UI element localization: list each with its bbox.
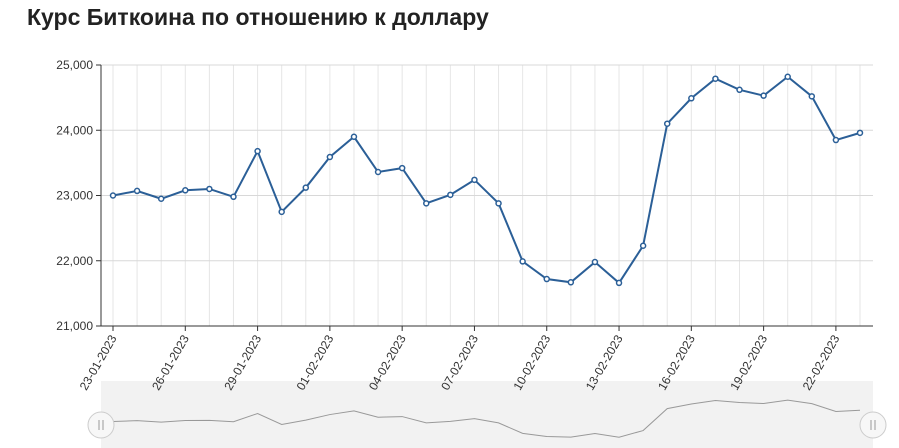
- point: [495, 200, 502, 207]
- point: [808, 93, 816, 100]
- point: [326, 153, 334, 161]
- point: [856, 129, 864, 137]
- point: [760, 92, 767, 99]
- point: [591, 258, 599, 266]
- point: [543, 275, 550, 283]
- point: [447, 191, 454, 199]
- y-tick-label: 21,000: [56, 319, 93, 333]
- point: [302, 184, 310, 191]
- point: [736, 86, 743, 94]
- point: [615, 279, 623, 287]
- navigator-line: [90, 399, 861, 438]
- point: [133, 187, 141, 195]
- point: [157, 195, 165, 203]
- point: [206, 185, 213, 193]
- navigator-background: [101, 381, 873, 448]
- point: [639, 242, 647, 249]
- point: [423, 200, 430, 207]
- point: [254, 147, 261, 155]
- y-tick-label: 25,000: [56, 58, 93, 72]
- y-tick-label: 22,000: [56, 254, 93, 268]
- navigator-handle[interactable]: [87, 411, 115, 439]
- point: [832, 136, 840, 144]
- point: [471, 176, 478, 184]
- point: [519, 258, 526, 265]
- line: [112, 75, 861, 285]
- point: [663, 120, 671, 127]
- point: [278, 208, 285, 216]
- point: [567, 279, 575, 286]
- point: [109, 192, 117, 199]
- point: [688, 95, 695, 102]
- point: [230, 193, 237, 201]
- y-tick-label: 24,000: [56, 123, 93, 137]
- point: [182, 187, 189, 194]
- point: [350, 133, 358, 141]
- y-tick-label: 23,000: [56, 189, 93, 203]
- point: [398, 164, 406, 172]
- chart-title: Курс Биткоина по отношению к доллару: [27, 4, 489, 30]
- point: [712, 75, 719, 82]
- point: [784, 73, 791, 80]
- navigator-handle[interactable]: [859, 411, 887, 439]
- point: [374, 168, 382, 176]
